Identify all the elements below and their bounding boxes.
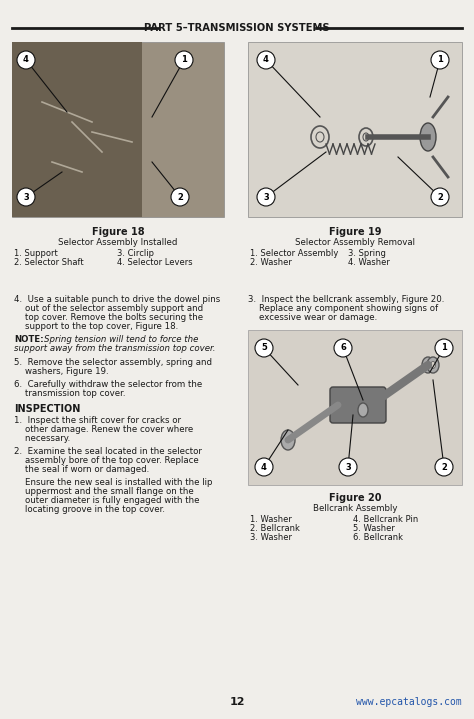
Circle shape xyxy=(171,188,189,206)
Text: outer diameter is fully engaged with the: outer diameter is fully engaged with the xyxy=(14,496,200,505)
Text: assembly bore of the top cover. Replace: assembly bore of the top cover. Replace xyxy=(14,456,199,465)
Bar xyxy=(12,42,142,217)
Circle shape xyxy=(435,458,453,476)
Text: 5. Washer: 5. Washer xyxy=(353,524,395,533)
Circle shape xyxy=(257,51,275,69)
Text: 5.  Remove the selector assembly, spring and: 5. Remove the selector assembly, spring … xyxy=(14,358,212,367)
Text: the seal if worn or damaged.: the seal if worn or damaged. xyxy=(14,465,149,474)
Text: Figure 20: Figure 20 xyxy=(329,493,381,503)
Text: 2: 2 xyxy=(177,193,183,201)
Text: 4.  Use a suitable punch to drive the dowel pins: 4. Use a suitable punch to drive the dow… xyxy=(14,295,220,304)
Text: 1. Washer: 1. Washer xyxy=(250,515,292,524)
Text: top cover. Remove the bolts securing the: top cover. Remove the bolts securing the xyxy=(14,313,203,322)
Text: 1.  Inspect the shift cover for cracks or: 1. Inspect the shift cover for cracks or xyxy=(14,416,181,425)
Text: 3.  Inspect the bellcrank assembly, Figure 20.: 3. Inspect the bellcrank assembly, Figur… xyxy=(248,295,444,304)
Text: uppermost and the small flange on the: uppermost and the small flange on the xyxy=(14,487,194,496)
Text: locating groove in the top cover.: locating groove in the top cover. xyxy=(14,505,165,514)
Text: 4: 4 xyxy=(263,55,269,65)
Text: 1. Selector Assembly: 1. Selector Assembly xyxy=(250,249,338,258)
Circle shape xyxy=(435,339,453,357)
Text: 3: 3 xyxy=(23,193,29,201)
Text: INSPECTION: INSPECTION xyxy=(14,404,81,414)
Text: Replace any component showing signs of: Replace any component showing signs of xyxy=(248,304,438,313)
Circle shape xyxy=(339,458,357,476)
Text: 3: 3 xyxy=(263,193,269,201)
Ellipse shape xyxy=(281,430,295,450)
Text: PART 5–TRANSMISSION SYSTEMS: PART 5–TRANSMISSION SYSTEMS xyxy=(144,23,330,33)
Text: www.epcatalogs.com: www.epcatalogs.com xyxy=(356,697,462,707)
Text: 2. Bellcrank: 2. Bellcrank xyxy=(250,524,300,533)
Circle shape xyxy=(255,339,273,357)
Text: washers, Figure 19.: washers, Figure 19. xyxy=(14,367,109,376)
Ellipse shape xyxy=(358,403,368,417)
Text: 6.  Carefully withdraw the selector from the: 6. Carefully withdraw the selector from … xyxy=(14,380,202,389)
Bar xyxy=(248,330,462,485)
Bar xyxy=(248,42,462,217)
Text: NOTE:: NOTE: xyxy=(14,335,44,344)
Ellipse shape xyxy=(420,123,436,151)
Text: Selector Assembly Installed: Selector Assembly Installed xyxy=(58,238,178,247)
Text: 1: 1 xyxy=(441,344,447,352)
Text: 2.  Examine the seal located in the selector: 2. Examine the seal located in the selec… xyxy=(14,447,202,456)
Ellipse shape xyxy=(426,362,430,369)
Circle shape xyxy=(431,51,449,69)
Text: 6. Bellcrank: 6. Bellcrank xyxy=(353,533,403,542)
Text: 2. Washer: 2. Washer xyxy=(250,258,292,267)
FancyBboxPatch shape xyxy=(330,387,386,423)
Text: Spring tension will tend to force the: Spring tension will tend to force the xyxy=(44,335,199,344)
Circle shape xyxy=(255,458,273,476)
Text: 3. Circlip: 3. Circlip xyxy=(117,249,154,258)
Text: 6: 6 xyxy=(340,344,346,352)
Text: 3. Spring: 3. Spring xyxy=(348,249,386,258)
Text: Ensure the new seal is installed with the lip: Ensure the new seal is installed with th… xyxy=(14,478,212,487)
Text: Selector Assembly Removal: Selector Assembly Removal xyxy=(295,238,415,247)
Text: Figure 18: Figure 18 xyxy=(91,227,144,237)
Text: Figure 19: Figure 19 xyxy=(329,227,381,237)
Text: 3. Washer: 3. Washer xyxy=(250,533,292,542)
Text: 1: 1 xyxy=(181,55,187,65)
Text: 4. Selector Levers: 4. Selector Levers xyxy=(117,258,192,267)
Text: 1: 1 xyxy=(437,55,443,65)
Text: 4. Bellcrank Pin: 4. Bellcrank Pin xyxy=(353,515,418,524)
Text: 12: 12 xyxy=(229,697,245,707)
Circle shape xyxy=(334,339,352,357)
Text: Bellcrank Assembly: Bellcrank Assembly xyxy=(313,504,397,513)
Text: 2: 2 xyxy=(437,193,443,201)
Text: 4: 4 xyxy=(261,462,267,472)
Ellipse shape xyxy=(427,357,439,373)
Text: 5: 5 xyxy=(261,344,267,352)
Text: 4: 4 xyxy=(23,55,29,65)
Text: necessary.: necessary. xyxy=(14,434,70,443)
Text: out of the selector assembly support and: out of the selector assembly support and xyxy=(14,304,203,313)
Circle shape xyxy=(17,51,35,69)
Bar xyxy=(12,42,224,217)
Circle shape xyxy=(431,188,449,206)
Text: 1. Support: 1. Support xyxy=(14,249,58,258)
Text: excessive wear or damage.: excessive wear or damage. xyxy=(248,313,377,322)
Circle shape xyxy=(175,51,193,69)
Ellipse shape xyxy=(422,357,434,373)
Text: transmission top cover.: transmission top cover. xyxy=(14,389,126,398)
Text: 4. Washer: 4. Washer xyxy=(348,258,390,267)
Text: 2. Selector Shaft: 2. Selector Shaft xyxy=(14,258,83,267)
Circle shape xyxy=(257,188,275,206)
Text: support to the top cover, Figure 18.: support to the top cover, Figure 18. xyxy=(14,322,178,331)
Circle shape xyxy=(17,188,35,206)
Text: 3: 3 xyxy=(345,462,351,472)
Ellipse shape xyxy=(430,362,436,369)
Text: other damage. Renew the cover where: other damage. Renew the cover where xyxy=(14,425,193,434)
Text: support away from the transmission top cover.: support away from the transmission top c… xyxy=(14,344,216,353)
Text: 2: 2 xyxy=(441,462,447,472)
